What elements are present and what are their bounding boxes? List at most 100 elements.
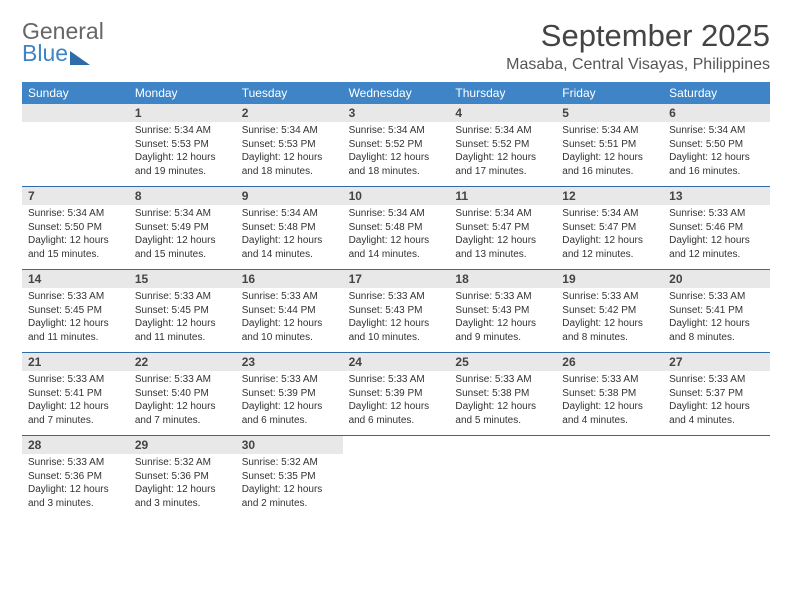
calendar-week: 21Sunrise: 5:33 AMSunset: 5:41 PMDayligh…: [22, 353, 770, 436]
day-daylight1: Daylight: 12 hours: [349, 317, 444, 331]
day-number: 29: [129, 436, 236, 454]
weekday-header: Saturday: [663, 82, 770, 104]
day-number: 1: [129, 104, 236, 122]
calendar-day: 23Sunrise: 5:33 AMSunset: 5:39 PMDayligh…: [236, 353, 343, 435]
day-sunset: Sunset: 5:45 PM: [28, 304, 123, 318]
calendar-day: 6Sunrise: 5:34 AMSunset: 5:50 PMDaylight…: [663, 104, 770, 186]
calendar-day: 28Sunrise: 5:33 AMSunset: 5:36 PMDayligh…: [22, 436, 129, 518]
day-details: Sunrise: 5:34 AMSunset: 5:47 PMDaylight:…: [449, 205, 556, 265]
day-details: [22, 122, 129, 128]
day-daylight1: Daylight: 12 hours: [135, 483, 230, 497]
day-sunrise: Sunrise: 5:34 AM: [562, 124, 657, 138]
day-daylight2: and 19 minutes.: [135, 165, 230, 179]
day-sunset: Sunset: 5:39 PM: [349, 387, 444, 401]
day-number: 9: [236, 187, 343, 205]
day-number: 26: [556, 353, 663, 371]
day-daylight1: Daylight: 12 hours: [455, 317, 550, 331]
day-daylight2: and 7 minutes.: [135, 414, 230, 428]
calendar-week: 1Sunrise: 5:34 AMSunset: 5:53 PMDaylight…: [22, 104, 770, 187]
month-title: September 2025: [506, 18, 770, 54]
day-number: 6: [663, 104, 770, 122]
day-daylight1: Daylight: 12 hours: [242, 151, 337, 165]
day-daylight2: and 2 minutes.: [242, 497, 337, 511]
day-daylight1: Daylight: 12 hours: [349, 400, 444, 414]
day-number: 12: [556, 187, 663, 205]
day-daylight1: Daylight: 12 hours: [349, 151, 444, 165]
day-details: Sunrise: 5:34 AMSunset: 5:49 PMDaylight:…: [129, 205, 236, 265]
day-details: Sunrise: 5:33 AMSunset: 5:46 PMDaylight:…: [663, 205, 770, 265]
weeks-container: 1Sunrise: 5:34 AMSunset: 5:53 PMDaylight…: [22, 104, 770, 518]
day-details: Sunrise: 5:33 AMSunset: 5:38 PMDaylight:…: [449, 371, 556, 431]
day-sunset: Sunset: 5:41 PM: [28, 387, 123, 401]
day-daylight1: Daylight: 12 hours: [669, 234, 764, 248]
day-number: 18: [449, 270, 556, 288]
day-daylight2: and 10 minutes.: [242, 331, 337, 345]
day-sunset: Sunset: 5:38 PM: [562, 387, 657, 401]
day-number: 16: [236, 270, 343, 288]
day-daylight1: Daylight: 12 hours: [562, 400, 657, 414]
day-sunset: Sunset: 5:40 PM: [135, 387, 230, 401]
day-sunrise: Sunrise: 5:33 AM: [455, 290, 550, 304]
calendar-day: 15Sunrise: 5:33 AMSunset: 5:45 PMDayligh…: [129, 270, 236, 352]
calendar-day: 8Sunrise: 5:34 AMSunset: 5:49 PMDaylight…: [129, 187, 236, 269]
day-sunset: Sunset: 5:43 PM: [349, 304, 444, 318]
day-daylight2: and 15 minutes.: [28, 248, 123, 262]
day-details: Sunrise: 5:33 AMSunset: 5:39 PMDaylight:…: [236, 371, 343, 431]
calendar-day: 22Sunrise: 5:33 AMSunset: 5:40 PMDayligh…: [129, 353, 236, 435]
day-sunset: Sunset: 5:48 PM: [242, 221, 337, 235]
day-daylight1: Daylight: 12 hours: [135, 234, 230, 248]
calendar-week: 28Sunrise: 5:33 AMSunset: 5:36 PMDayligh…: [22, 436, 770, 518]
day-daylight1: Daylight: 12 hours: [669, 400, 764, 414]
day-sunrise: Sunrise: 5:34 AM: [562, 207, 657, 221]
calendar-day: 19Sunrise: 5:33 AMSunset: 5:42 PMDayligh…: [556, 270, 663, 352]
day-sunset: Sunset: 5:46 PM: [669, 221, 764, 235]
day-details: Sunrise: 5:33 AMSunset: 5:42 PMDaylight:…: [556, 288, 663, 348]
day-daylight1: Daylight: 12 hours: [455, 151, 550, 165]
day-sunset: Sunset: 5:41 PM: [669, 304, 764, 318]
day-details: Sunrise: 5:34 AMSunset: 5:48 PMDaylight:…: [236, 205, 343, 265]
day-daylight2: and 11 minutes.: [28, 331, 123, 345]
brand-logo: General Blue: [22, 21, 104, 65]
day-details: [343, 454, 450, 460]
day-sunrise: Sunrise: 5:33 AM: [28, 373, 123, 387]
weekday-header: Monday: [129, 82, 236, 104]
day-details: [449, 454, 556, 460]
day-number: 28: [22, 436, 129, 454]
day-sunset: Sunset: 5:50 PM: [669, 138, 764, 152]
calendar-day: 20Sunrise: 5:33 AMSunset: 5:41 PMDayligh…: [663, 270, 770, 352]
day-daylight2: and 18 minutes.: [242, 165, 337, 179]
day-daylight1: Daylight: 12 hours: [562, 317, 657, 331]
day-number: [449, 436, 556, 454]
day-sunrise: Sunrise: 5:33 AM: [562, 373, 657, 387]
day-daylight2: and 4 minutes.: [669, 414, 764, 428]
calendar-day: [22, 104, 129, 186]
logo-triangle-icon: [70, 51, 90, 65]
day-daylight1: Daylight: 12 hours: [242, 483, 337, 497]
weekday-header: Wednesday: [343, 82, 450, 104]
day-daylight1: Daylight: 12 hours: [455, 400, 550, 414]
day-details: Sunrise: 5:32 AMSunset: 5:36 PMDaylight:…: [129, 454, 236, 514]
day-daylight2: and 15 minutes.: [135, 248, 230, 262]
day-details: Sunrise: 5:33 AMSunset: 5:36 PMDaylight:…: [22, 454, 129, 514]
day-sunrise: Sunrise: 5:33 AM: [669, 207, 764, 221]
day-details: Sunrise: 5:34 AMSunset: 5:51 PMDaylight:…: [556, 122, 663, 182]
day-daylight1: Daylight: 12 hours: [28, 234, 123, 248]
day-sunset: Sunset: 5:52 PM: [349, 138, 444, 152]
day-daylight1: Daylight: 12 hours: [242, 317, 337, 331]
day-daylight2: and 6 minutes.: [242, 414, 337, 428]
calendar-week: 7Sunrise: 5:34 AMSunset: 5:50 PMDaylight…: [22, 187, 770, 270]
location-subtitle: Masaba, Central Visayas, Philippines: [506, 56, 770, 74]
day-sunrise: Sunrise: 5:34 AM: [242, 124, 337, 138]
day-number: 20: [663, 270, 770, 288]
day-number: 15: [129, 270, 236, 288]
day-daylight2: and 9 minutes.: [455, 331, 550, 345]
day-daylight1: Daylight: 12 hours: [349, 234, 444, 248]
day-sunrise: Sunrise: 5:33 AM: [242, 290, 337, 304]
day-daylight2: and 8 minutes.: [669, 331, 764, 345]
day-details: Sunrise: 5:34 AMSunset: 5:52 PMDaylight:…: [343, 122, 450, 182]
day-sunset: Sunset: 5:35 PM: [242, 470, 337, 484]
calendar-day: 21Sunrise: 5:33 AMSunset: 5:41 PMDayligh…: [22, 353, 129, 435]
day-details: Sunrise: 5:33 AMSunset: 5:41 PMDaylight:…: [22, 371, 129, 431]
day-number: 27: [663, 353, 770, 371]
day-sunrise: Sunrise: 5:33 AM: [669, 373, 764, 387]
